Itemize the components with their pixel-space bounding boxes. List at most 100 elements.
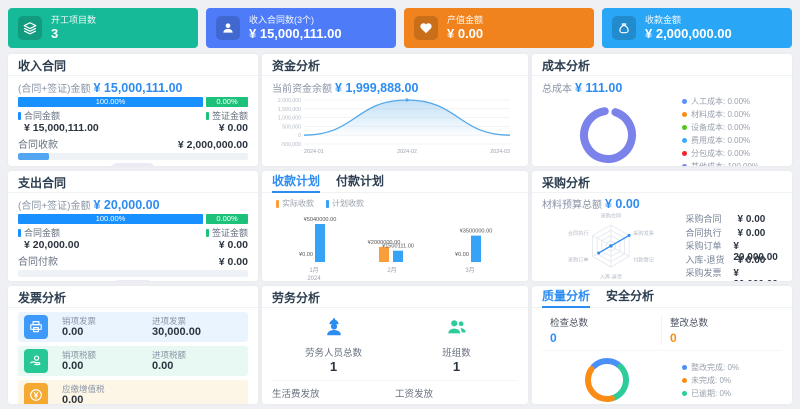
kpi-label: 产值金额	[447, 15, 484, 25]
contract-amount-label: 合同金额	[18, 111, 99, 122]
kpi-card-income-contracts[interactable]: 收入合同数(3个) ¥ 15,000,111.00	[206, 8, 396, 48]
legend-dot	[682, 390, 687, 396]
svg-text:¥5040000.00: ¥5040000.00	[304, 217, 337, 223]
svg-text:采购合同: 采购合同	[601, 211, 622, 219]
kpi-value: 3	[51, 26, 59, 41]
cost-total-line: 总成本 ¥ 111.00	[542, 81, 623, 95]
legend-item[interactable]: 分包成本: 0.00%	[682, 147, 774, 160]
contract-amount-value: ¥ 15,000,111.00	[24, 122, 99, 134]
panel-expense-contract: 支出合同 (合同+签证)金额 ¥ 20,000.00 100.00% 0.00% …	[8, 171, 258, 281]
panel-invoice-analysis: 发票分析 销项发票 0.00 进项发票 30,000.00 销项税额 0.00 进项税…	[8, 286, 258, 404]
svg-text:2月: 2月	[387, 267, 396, 274]
money-bag-icon	[612, 16, 636, 40]
panel-title: 发票分析	[18, 291, 67, 305]
invoice-row-vat: 应缴增值税 0.00	[18, 380, 248, 404]
legend-item[interactable]: 未完成: 0%	[682, 374, 774, 387]
svg-text:¥0.00: ¥0.00	[299, 252, 313, 258]
kpi-card-received-amount[interactable]: 收款金额 ¥ 2,000,000.00	[602, 8, 792, 48]
income-contract-ratio-bar: 100.00% 0.00%	[18, 97, 248, 107]
svg-text:¥1500111.00: ¥1500111.00	[382, 244, 414, 250]
receipt-label: 合同收款	[18, 140, 58, 151]
legend-item[interactable]: 已逾期: 0%	[682, 387, 774, 400]
legend-dot	[682, 151, 687, 156]
legend-item[interactable]: 整改完成: 0%	[682, 361, 774, 374]
tab-quality[interactable]: 质量分析	[542, 287, 591, 308]
legend-planned-receipt[interactable]: 计划收款	[326, 197, 364, 210]
panel-title: 收入合同	[18, 59, 67, 73]
quality-legend: 整改完成: 0% 未完成: 0% 已逾期: 0%	[682, 361, 774, 400]
svg-text:1,000,000: 1,000,000	[278, 116, 301, 122]
svg-text:¥2000000.00: ¥2000000.00	[368, 240, 401, 246]
visa-amount-label: 签证金额	[205, 228, 248, 239]
labor-stat-workers: 劳务人员总数 1	[272, 316, 395, 374]
kpi-label: 收款金额	[645, 15, 682, 25]
cost-legend: 人工成本: 0.00% 材料成本: 0.00% 设备成本: 0.00% 费用成本…	[682, 95, 774, 166]
list-item: 采购订单 ¥ 20,000.00	[685, 241, 778, 263]
legend-dot	[682, 99, 687, 104]
svg-text:2024-03: 2024-03	[490, 149, 510, 155]
legend-item[interactable]: 材料成本: 0.00%	[682, 108, 774, 121]
svg-text:合同执行: 合同执行	[568, 229, 589, 237]
receipt-plan-bar-chart[interactable]: ¥0.00 ¥5040000.00 1月 2024 ¥2000000.00¥150011…	[272, 210, 518, 281]
legend-item[interactable]: 人工成本: 0.00%	[682, 95, 774, 108]
panel-receipt-plan: 收款计划 付款计划 实际收款 计划收款 ¥0.00 ¥5040000.00 1月 20…	[262, 171, 528, 281]
legend-item[interactable]: 设备成本: 0.00%	[682, 121, 774, 134]
visa-amount-value: ¥ 0.00	[218, 239, 248, 251]
receipt-progress-fill	[18, 153, 49, 160]
legend-item[interactable]: 费用成本: 0.00%	[682, 134, 774, 147]
visa-amount-label: 签证金额	[205, 111, 248, 122]
svg-text:0: 0	[298, 133, 301, 139]
kpi-card-output-amount[interactable]: 产值金额 ¥ 0.00	[404, 8, 594, 48]
tab-payment-plan[interactable]: 付款计划	[336, 174, 385, 188]
legend-item[interactable]: 其他成本: 100.00%	[682, 160, 774, 166]
purchase-budget-line: 材料预算总额 ¥ 0.00	[542, 197, 640, 211]
cost-donut-chart[interactable]	[542, 101, 682, 166]
kpi-value: ¥ 15,000,111.00	[249, 26, 342, 41]
purchase-budget-value: ¥ 0.00	[605, 197, 640, 211]
svg-text:采购订单: 采购订单	[568, 256, 589, 264]
legend-dot	[682, 164, 687, 166]
visa-amount-value: ¥ 0.00	[218, 122, 248, 134]
expense-contract-ratio-bar: 100.00% 0.00%	[18, 214, 248, 224]
list-item: 入库-退货 ¥ 0.00	[685, 254, 766, 266]
legend-dot	[682, 377, 687, 383]
income-amount-value: ¥ 15,000,111.00	[93, 81, 183, 95]
purchase-list: 采购合同 ¥ 0.00 合同执行 ¥ 0.00 采购订单 ¥ 20,000.00 入库…	[686, 211, 782, 281]
green-tick-marker	[205, 229, 209, 237]
panel-title: 资金分析	[272, 59, 321, 73]
legend-dot	[682, 125, 687, 130]
blue-tick-marker	[18, 112, 21, 120]
panels-grid: 收入合同 (合同+签证)金额 ¥ 15,000,111.00 100.00% 0.…	[8, 54, 792, 404]
team-icon	[447, 320, 466, 334]
svg-text:入库-退货: 入库-退货	[600, 272, 622, 279]
fund-area-chart[interactable]: 2,000,000 1,500,000 1,000,000 500,000 0 -500,…	[272, 95, 518, 161]
quality-donut-chart[interactable]	[542, 351, 682, 404]
panel-title: 成本分析	[542, 59, 591, 73]
payment-value: ¥ 0.00	[218, 256, 248, 268]
kpi-card-started-projects[interactable]: 开工项目数 3	[8, 8, 198, 48]
legend-dot	[682, 138, 687, 143]
list-item: 采购发票¥ 30,000.00	[685, 268, 778, 281]
labor-stat-teams: 班组数 1	[395, 316, 518, 374]
svg-text:2,000,000: 2,000,000	[278, 98, 301, 104]
tab-safety[interactable]: 安全分析	[606, 289, 655, 303]
kpi-label: 收入合同数(3个)	[249, 15, 314, 25]
visa-ratio-side: 0.00%	[206, 97, 248, 107]
legend-actual-receipt[interactable]: 实际收款	[276, 197, 314, 210]
panel-title: 劳务分析	[272, 291, 321, 305]
green-tick-marker	[205, 112, 209, 120]
user-icon	[216, 16, 240, 40]
tab-receipt-plan[interactable]: 收款计划	[272, 172, 321, 193]
income-amount-line: (合同+签证)金额 ¥ 15,000,111.00	[18, 81, 183, 95]
wage-payout: 工资发放 ¥ 0.00	[395, 389, 434, 404]
contract-amount-value: ¥ 20,000.00	[24, 239, 80, 251]
svg-text:付款登记: 付款登记	[633, 256, 654, 264]
panel-income-contract: 收入合同 (合同+签证)金额 ¥ 15,000,111.00 100.00% 0.…	[8, 54, 258, 166]
contract-amount-label: 合同金额	[18, 228, 79, 239]
coin-yuan-icon	[24, 383, 48, 404]
cost-total-value: ¥ 111.00	[575, 81, 623, 95]
legend-dot	[682, 112, 687, 117]
svg-text:-500,000: -500,000	[281, 142, 302, 148]
